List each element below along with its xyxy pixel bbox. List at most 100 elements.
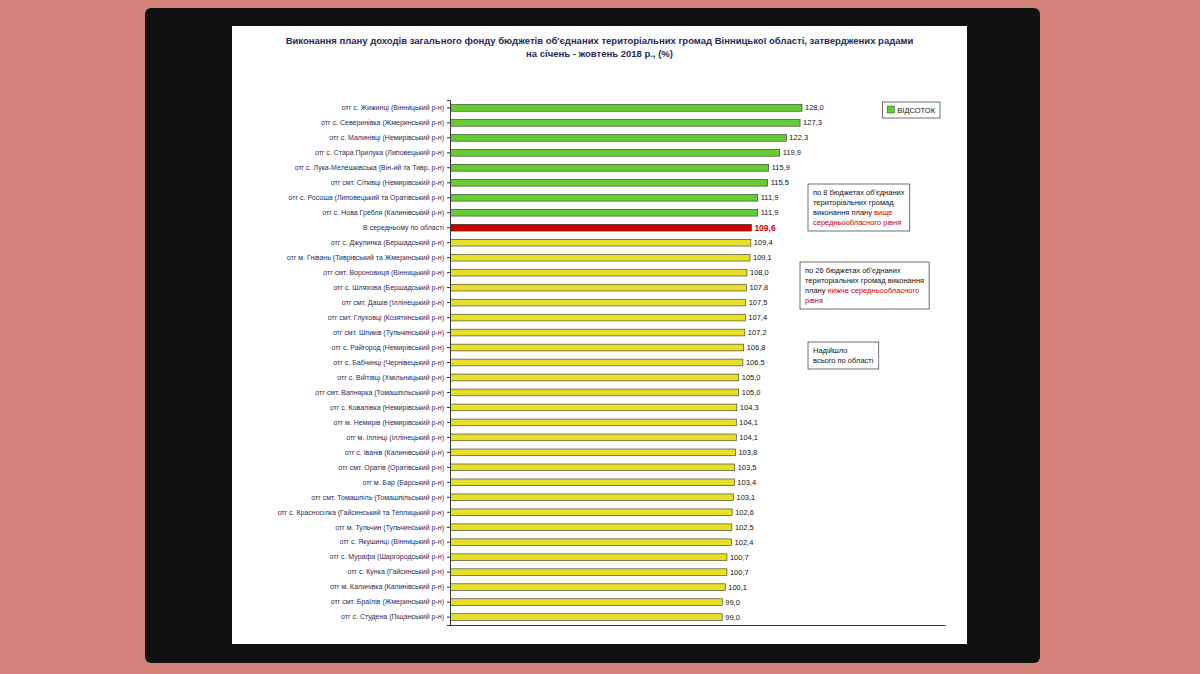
bar xyxy=(450,164,769,171)
y-tick: отг с. Малинівці (Немирівський р-н) xyxy=(329,134,450,142)
data-label: 99,0 xyxy=(725,598,740,607)
data-label: 100,7 xyxy=(730,568,749,577)
y-tick: отг с. Нова Гребля (Калинівський р-н) xyxy=(322,209,450,217)
annotation-segment: всього по області xyxy=(813,356,874,365)
y-tick-mark xyxy=(447,572,450,573)
bar xyxy=(450,329,745,336)
annotation-segment: територіальних громад виконання xyxy=(805,276,924,285)
data-label: 108,0 xyxy=(750,268,769,277)
y-tick: отг с. Іванів (Калинівський р-н) xyxy=(345,449,450,457)
tv-bezel xyxy=(145,8,1040,663)
data-label: 119,9 xyxy=(783,148,801,157)
y-tick-mark xyxy=(447,602,450,603)
y-tick: отг с. Якушинці (Вінницький р-н) xyxy=(339,538,450,546)
y-tick-mark xyxy=(447,257,450,258)
y-tick-mark xyxy=(447,617,450,618)
y-tick: отг с. Студена (Піщанський р-н) xyxy=(341,613,450,621)
y-tick: отг с. Росоша (Липовецький та Оратівськи… xyxy=(289,194,450,202)
annotation-text: по 26 бюджетах об'єднанихтериторіальних … xyxy=(805,266,924,305)
legend-box xyxy=(882,102,940,118)
y-axis-line xyxy=(447,101,451,626)
y-tick-label: отг с. Війтівці (Хмільницький р-н) xyxy=(337,374,444,382)
data-label: 109,4 xyxy=(754,238,773,247)
bar xyxy=(450,479,734,486)
y-tick: отг с. Кунка (Гайсинський р-н) xyxy=(347,568,450,576)
y-tick-mark xyxy=(447,152,450,153)
annotation-box xyxy=(808,342,879,369)
y-tick-label: отг с. Якушинці (Вінницький р-н) xyxy=(339,538,444,546)
y-tick-mark xyxy=(447,107,450,108)
data-label: 106,5 xyxy=(746,358,765,367)
y-tick-label: отг смт. Оратів (Оратівський р-н) xyxy=(338,464,444,472)
y-tick-label: отг м. Бар (Барський р-н) xyxy=(362,479,444,487)
y-tick: отг смт. Вапнярка (Томашпільський р-н) xyxy=(315,389,450,397)
y-tick-label: В середньому по області xyxy=(363,224,444,232)
y-tick: отг м. Немирів (Немирівський р-н) xyxy=(334,419,450,427)
data-label: 103,4 xyxy=(737,478,756,487)
y-tick: отг м. Тульчин (Тульчинський р-н) xyxy=(335,524,450,532)
bar xyxy=(450,584,725,591)
bar xyxy=(450,194,758,201)
annotation-text: по 8 бюджетах об'єднанихтериторіальних г… xyxy=(813,188,905,227)
title-line: на січень - жовтень 2018 р., (%) xyxy=(526,48,673,59)
wall xyxy=(0,0,1200,674)
y-tick-label: отг с. Райгород (Немирівський р-н) xyxy=(331,344,444,352)
x-axis-line xyxy=(451,625,946,626)
bar xyxy=(450,134,786,141)
y-tick: отг м. Калинівка (Калинівський р-н) xyxy=(330,583,450,591)
data-label: 103,1 xyxy=(737,493,756,502)
y-tick-label: отг с. Бабчинці (Чернівецький р-н) xyxy=(333,359,444,367)
annotation-segment: виконання плану xyxy=(813,208,874,217)
annotation-segment: по 26 бюджетах об'єднаних xyxy=(805,266,901,275)
chart-root: Виконання плану доходів загального фонду… xyxy=(0,0,1200,674)
y-tick-mark xyxy=(447,287,450,288)
y-tick-label: отг смт. Дашів (Іллінецький р-н) xyxy=(342,299,444,307)
annotation-segment: плану xyxy=(805,286,828,295)
y-tick: отг смт. Глуховці (Козятинський р-н) xyxy=(328,314,450,322)
y-tick: отг м. Гнівань (Тиврівський та Жмеринськ… xyxy=(287,254,450,262)
y-tick-mark xyxy=(447,437,450,438)
legend: ВІДСОТОК xyxy=(882,102,940,118)
data-label: 105,0 xyxy=(742,373,761,382)
data-label: 102,6 xyxy=(735,508,754,517)
y-tick-mark xyxy=(447,332,450,333)
y-tick: В середньому по області xyxy=(363,224,450,232)
y-tick-mark xyxy=(447,422,450,423)
bar xyxy=(450,149,780,156)
y-tick: отг смт. Браїлів (Жмеринський р-н) xyxy=(331,598,450,606)
bar xyxy=(450,404,737,411)
y-tick-mark xyxy=(447,527,450,528)
annotation-segment: Надійшло xyxy=(813,346,847,355)
y-tick-mark xyxy=(447,212,450,213)
y-tick: отг смт. Шпиків (Тульчинський р-н) xyxy=(333,329,450,337)
bar xyxy=(450,614,722,621)
y-tick-label: отг м. Іллінці (Іллінецький р-н) xyxy=(346,434,444,442)
y-axis: отг с. Жижинці (Вінницький р-н)отг с. Се… xyxy=(278,101,451,626)
y-tick-mark xyxy=(447,197,450,198)
data-label: 115,9 xyxy=(772,163,790,172)
y-tick-label: отг смт. Сітківці (Немирівський р-н) xyxy=(331,179,444,187)
data-label: 122,3 xyxy=(789,133,808,142)
bar xyxy=(450,599,722,606)
data-label: 105,0 xyxy=(742,388,761,397)
data-label: 111,9 xyxy=(761,193,779,202)
bar xyxy=(450,344,744,351)
y-tick: отг с. Війтівці (Хмільницький р-н) xyxy=(337,374,450,382)
bar xyxy=(450,179,768,186)
y-tick-label: отг с. Малинівці (Немирівський р-н) xyxy=(329,134,444,142)
y-tick: отг с. Ковалівка (Немирівський р-н) xyxy=(330,404,450,412)
bar xyxy=(450,284,746,291)
bar xyxy=(450,374,739,381)
y-tick-mark xyxy=(447,242,450,243)
y-tick-mark xyxy=(447,347,450,348)
data-label: 107,8 xyxy=(749,283,768,292)
annotation-segment: середньообласного рівня xyxy=(813,218,901,227)
y-tick-label: отг с. Іванів (Калинівський р-н) xyxy=(345,449,444,457)
y-tick-label: отг смт. Вороновиця (Вінницький р-н) xyxy=(323,269,444,277)
y-tick-label: отг смт. Томашпіль (Томашпільський р-н) xyxy=(311,494,444,502)
y-tick-label: отг с. Северинівка (Жмеринський р-н) xyxy=(321,119,444,127)
data-label: 103,8 xyxy=(738,448,757,457)
y-tick-mark xyxy=(447,302,450,303)
bar xyxy=(450,449,735,456)
data-label: 102,5 xyxy=(735,523,754,532)
